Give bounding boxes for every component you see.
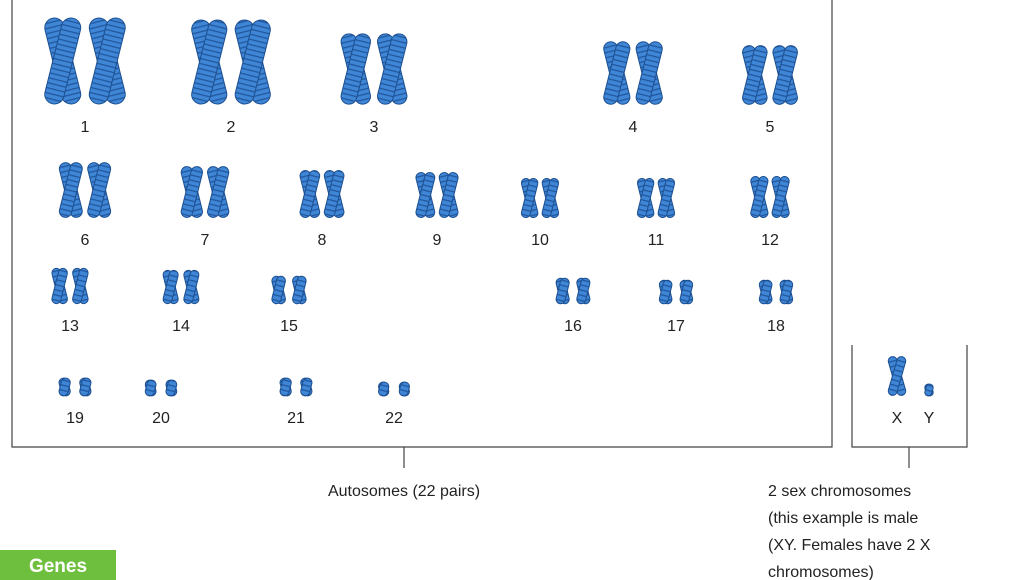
chromosome-label: 15 — [280, 318, 298, 335]
sex-chromosome-label: Y — [924, 410, 935, 427]
button-label[interactable]: Genes — [29, 556, 87, 577]
chromosome-label: 17 — [667, 318, 685, 335]
page: Autosomes (22 pairs) 2 sex chromosomes (t… — [0, 0, 1016, 580]
chromosome-label: 1 — [81, 119, 90, 136]
chromosome-label: 8 — [318, 232, 327, 249]
chromosome-label: 3 — [370, 119, 379, 136]
chromosome-label: 12 — [761, 232, 779, 249]
chromosome-label: 13 — [61, 318, 79, 335]
caption-line: 2 sex chromosomes — [768, 483, 911, 500]
chromosome-label: 18 — [767, 318, 785, 335]
autosomes-caption: Autosomes (22 pairs) — [328, 483, 480, 500]
chromosome-label: 14 — [172, 318, 190, 335]
autosome-bracket — [12, 0, 832, 447]
genes-button[interactable]: Genes — [0, 550, 116, 580]
sex-bracket — [852, 345, 967, 447]
chromosome-label: 9 — [433, 232, 442, 249]
chromosome-label: 20 — [152, 410, 170, 427]
chromosome-label: 11 — [648, 232, 665, 249]
chromosome-label: 6 — [81, 232, 90, 249]
sex-chromosome-label: X — [892, 410, 903, 427]
chromosome-label: 2 — [227, 119, 236, 136]
caption-line: (this example is male — [768, 510, 918, 527]
sex-caption: 2 sex chromosomes (this example is male (X… — [768, 483, 931, 580]
caption-line: (XY. Females have 2 X — [768, 537, 931, 554]
caption-line: chromosomes) — [768, 564, 874, 580]
chromosome-label: 21 — [287, 410, 305, 427]
chromosome-label: 5 — [766, 119, 775, 136]
chromosome-label: 10 — [531, 232, 549, 249]
chromosome-label: 7 — [201, 232, 210, 249]
chromosome-label: 4 — [629, 119, 638, 136]
karyotype-diagram: Autosomes (22 pairs) 2 sex chromosomes (t… — [0, 0, 1016, 580]
chromosome-label: 19 — [66, 410, 84, 427]
chromosome-label: 16 — [564, 318, 582, 335]
chromosome-label: 22 — [385, 410, 403, 427]
